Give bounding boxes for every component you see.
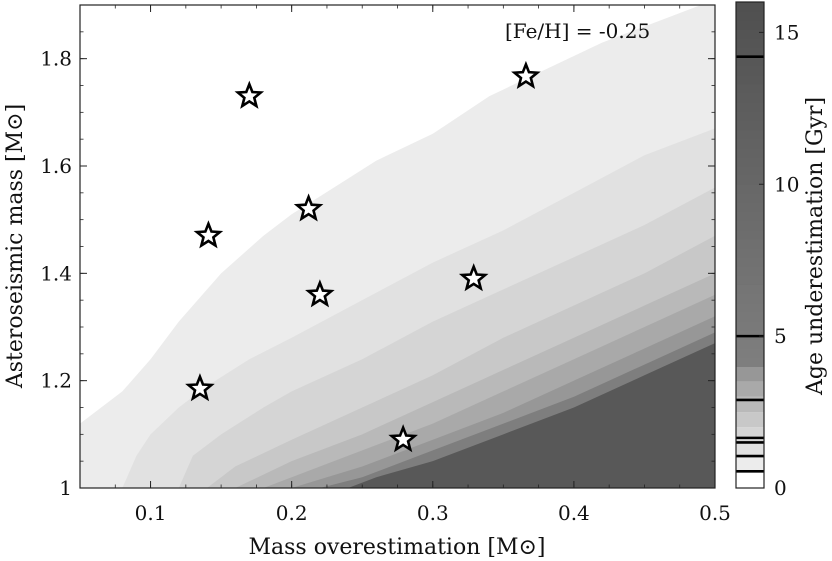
colorbar-gradient-step xyxy=(736,120,764,131)
star-marker xyxy=(388,424,418,453)
colorbar-gradient-step xyxy=(736,93,764,103)
colorbar-gradient-step xyxy=(736,202,764,213)
star-marker xyxy=(185,373,215,402)
star-marker xyxy=(305,279,335,308)
colorbar-tick-label: 5 xyxy=(774,324,787,348)
y-tick-label: 1.4 xyxy=(40,261,72,285)
star-marker xyxy=(234,80,265,109)
y-tick-label: 1 xyxy=(59,476,72,500)
colorbar-band xyxy=(736,442,764,458)
colorbar-gradient-step xyxy=(736,184,764,194)
colorbar-gradient-step xyxy=(736,238,764,249)
y-axis-label: Asteroseismic mass [M⊙] xyxy=(3,104,28,389)
colorbar-gradient-step xyxy=(736,84,764,94)
colorbar-gradient-step xyxy=(736,102,764,112)
colorbar-band xyxy=(736,427,764,443)
colorbar-gradient-step xyxy=(736,320,764,331)
colorbar-level-marks xyxy=(736,55,764,473)
colorbar-tick-label: 10 xyxy=(774,172,799,196)
colorbar-gradient-step xyxy=(736,74,764,85)
colorbar-gradient-step xyxy=(736,111,764,121)
colorbar-gradient-step xyxy=(736,311,764,322)
star-marker xyxy=(193,220,224,249)
colorbar-tick-label: 0 xyxy=(774,476,787,500)
x-tick-label: 0.4 xyxy=(558,501,590,525)
colorbar-gradient-step xyxy=(736,2,764,12)
colorbar-gradient-step xyxy=(736,129,764,140)
colorbar-gradient-step xyxy=(736,56,764,67)
colorbar-gradient-step xyxy=(736,357,764,367)
colorbar-tick-label: 15 xyxy=(774,20,799,44)
colorbar-band xyxy=(736,472,764,488)
colorbar-gradient-step xyxy=(736,29,764,39)
x-axis-ticks: 0.1 0.2 0.3 0.4 0.5 xyxy=(79,5,731,525)
plot-area: 0.1 0.2 0.3 0.4 0.5 1 1.2 1.4 1.6 1.8 [Fe/H] = -… xyxy=(3,4,731,560)
colorbar-gradient-step xyxy=(736,20,764,30)
star-marker xyxy=(511,60,541,89)
colorbar-frame xyxy=(735,1,765,489)
colorbar-gradient-step xyxy=(736,348,764,358)
colorbar-gradient-step xyxy=(736,266,764,276)
colorbar-gradient-step xyxy=(736,257,764,267)
colorbar-gradient-step xyxy=(736,175,764,185)
colorbar-gradient-step xyxy=(736,65,764,76)
colorbar-gradient-step xyxy=(736,211,764,222)
metallicity-annotation: [Fe/H] = -0.25 xyxy=(505,19,650,43)
colorbar-gradient-step xyxy=(736,302,764,313)
contour-band-9 xyxy=(348,343,715,488)
colorbar-gradient-step xyxy=(736,229,764,240)
colorbar-label: Age underestimation [Gyr] xyxy=(803,97,828,396)
star-markers xyxy=(185,60,541,453)
colorbar-band xyxy=(736,366,764,382)
y-axis-ticks: 1 1.2 1.4 1.6 1.8 xyxy=(40,31,715,500)
y-tick-label: 1.8 xyxy=(40,47,72,71)
x-tick-label: 0.5 xyxy=(699,501,731,525)
colorbar-gradient-step xyxy=(736,138,764,149)
colorbar-gradient-step xyxy=(736,166,764,176)
colorbar-gradient xyxy=(736,2,764,488)
colorbar-gradient-step xyxy=(736,147,764,158)
colorbar-gradient-step xyxy=(736,339,764,349)
x-tick-label: 0.3 xyxy=(417,501,449,525)
colorbar-gradient-step xyxy=(736,248,764,258)
colorbar-gradient-step xyxy=(736,193,764,203)
colorbar-band xyxy=(736,381,764,397)
y-tick-label: 1.6 xyxy=(40,154,72,178)
colorbar-band xyxy=(736,457,764,473)
colorbar-gradient-step xyxy=(736,220,764,231)
star-marker xyxy=(293,193,324,222)
x-axis-label: Mass overestimation [M⊙] xyxy=(249,535,546,560)
colorbar-gradient-step xyxy=(736,156,764,167)
colorbar-band xyxy=(736,412,764,428)
star-marker xyxy=(458,263,489,292)
x-tick-label: 0.1 xyxy=(135,501,167,525)
contour-fills xyxy=(80,5,715,488)
y-tick-label: 1.2 xyxy=(40,369,72,393)
colorbar-gradient-step xyxy=(736,11,764,21)
colorbar-ticks: 0 5 10 15 xyxy=(759,20,799,500)
colorbar: 0 5 10 15 Age underestimation [Gyr] xyxy=(735,1,828,500)
colorbar-gradient-step xyxy=(736,47,764,58)
colorbar-gradient-step xyxy=(736,38,764,49)
colorbar-gradient-step xyxy=(736,293,764,304)
x-tick-label: 0.2 xyxy=(276,501,308,525)
colorbar-gradient-step xyxy=(736,284,764,295)
colorbar-gradient-step xyxy=(736,275,764,285)
